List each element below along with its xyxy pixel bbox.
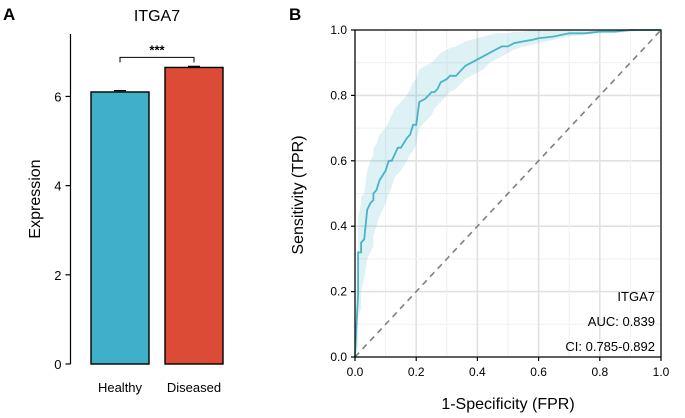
x-tick-label-0.4: 0.4 — [469, 365, 486, 379]
panel-b-plot-frame — [354, 29, 662, 358]
y-tick-label-1.0: 1.0 — [330, 23, 347, 37]
x-tick-label-0.0: 0.0 — [347, 365, 364, 379]
panel-b-x-ticks: 0.0 0.2 0.4 0.6 0.8 1.0 — [347, 357, 670, 379]
y-tick-label-0.0: 0.0 — [330, 350, 347, 364]
panel-b-y-ticks: 0.0 0.2 0.4 0.6 0.8 1.0 — [330, 23, 355, 364]
panel-a-letter: A — [3, 5, 15, 24]
panel-b: B 0.0 0.2 0.4 0.6 0.8 1.0 0.00.20.40.60.81.0 … — [289, 5, 670, 413]
panel-a: A ITGA7 0 2 4 6 Expression Healthy Diseased… — [3, 5, 224, 395]
y-tick-label-0: 0 — [54, 357, 61, 372]
x-tick-label-diseased: Diseased — [167, 380, 221, 395]
annotation-gene-name: ITGA7 — [617, 289, 655, 304]
x-tick-label-1.0: 1.0 — [653, 365, 670, 379]
x-tick-label-0.8: 0.8 — [591, 365, 608, 379]
significance-label: *** — [149, 42, 165, 57]
annotation-ci: CI: 0.785-0.892 — [565, 339, 655, 354]
significance-bracket: *** — [119, 42, 195, 63]
significance-bracket-line — [119, 56, 195, 63]
roc-annotation: ITGA7 AUC: 0.839 CI: 0.785-0.892 — [565, 289, 655, 354]
annotation-auc: AUC: 0.839 — [588, 314, 655, 329]
y-tick-label-4: 4 — [54, 179, 61, 194]
x-tick-label-0.2: 0.2 — [408, 365, 425, 379]
roc-curve-line — [354, 29, 661, 358]
y-tick-label-0.8: 0.8 — [330, 88, 347, 102]
y-tick-label-0.4: 0.4 — [330, 219, 347, 233]
y-tick-label-0.2: 0.2 — [330, 285, 347, 299]
x-tick-label-healthy: Healthy — [98, 380, 143, 395]
roc-confidence-band — [355, 30, 661, 357]
y-tick-label-6: 6 — [54, 89, 61, 104]
bar-diseased — [164, 66, 224, 365]
bar-healthy — [90, 91, 150, 365]
panel-b-letter: B — [289, 5, 301, 24]
panel-a-bars — [90, 65, 224, 365]
panel-a-x-labels: Healthy Diseased — [98, 380, 221, 395]
panel-b-y-label: Sensitivity (TPR) — [290, 135, 307, 254]
panel-a-title: ITGA7 — [134, 8, 180, 25]
panel-b-x-label: 1-Specificity (FPR) — [441, 396, 574, 413]
panel-a-y-ticks: 0 2 4 6 — [54, 89, 71, 372]
x-tick-label-0.6: 0.6 — [530, 365, 547, 379]
reference-diagonal-line — [354, 29, 662, 358]
panel-a-y-label: Expression — [27, 159, 44, 238]
y-tick-label-2: 2 — [54, 268, 61, 283]
y-tick-label-0.6: 0.6 — [330, 154, 347, 168]
